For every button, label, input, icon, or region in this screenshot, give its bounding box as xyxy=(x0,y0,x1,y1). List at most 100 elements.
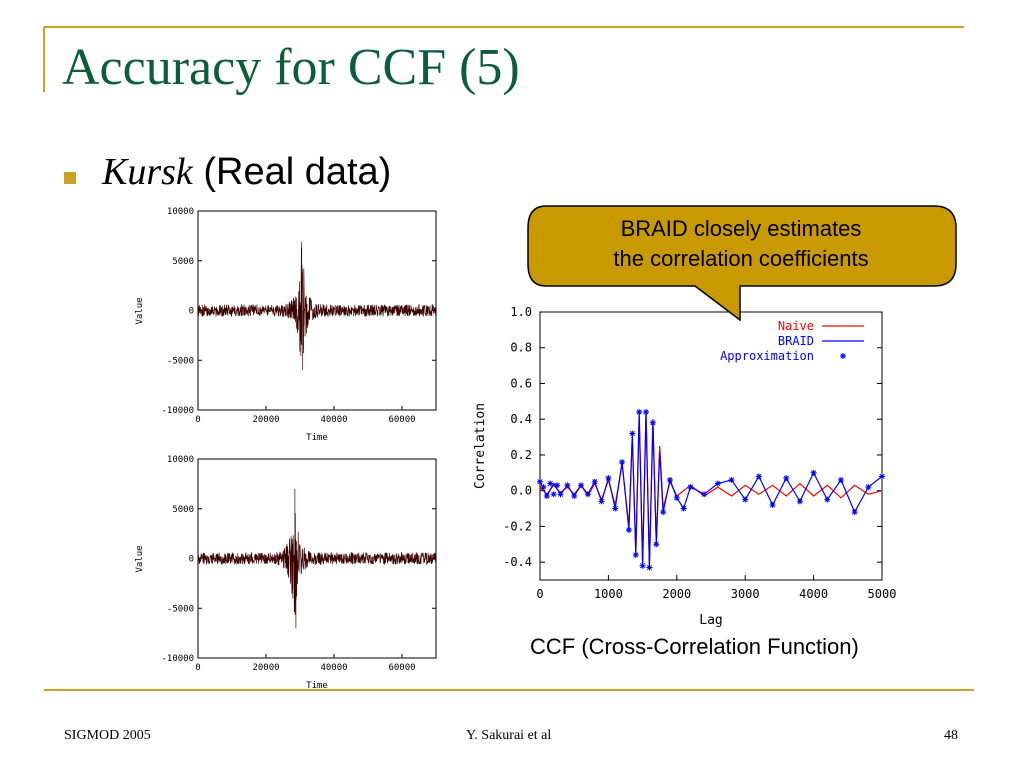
legend-marker xyxy=(840,353,846,359)
x-tick-label: 3000 xyxy=(731,587,760,601)
y-tick-label: 10000 xyxy=(167,455,194,465)
approximation-point xyxy=(666,476,673,483)
approximation-point xyxy=(653,541,660,548)
approximation-point xyxy=(537,478,543,485)
footer-authors: Y. Sakurai et al xyxy=(466,728,552,743)
approximation-point xyxy=(714,480,721,487)
approximation-point xyxy=(742,496,749,503)
approximation-point xyxy=(584,491,591,498)
y-tick-label: 0.8 xyxy=(510,341,532,355)
bullet-italic: Kursk xyxy=(102,151,193,193)
approximation-point xyxy=(557,491,564,498)
y-tick-label: 0 xyxy=(189,307,194,317)
y-tick-label: -10000 xyxy=(161,654,194,664)
y-tick-label: 0.2 xyxy=(510,448,532,462)
signal-series xyxy=(197,488,437,629)
approximation-point xyxy=(646,564,653,571)
approximation-point xyxy=(550,491,557,498)
approximation-point xyxy=(612,505,619,512)
x-tick-label: 2000 xyxy=(662,587,691,601)
y-tick-label: 0.4 xyxy=(510,412,532,426)
series-layer xyxy=(537,409,885,571)
x-ticks: 0 20000 40000 60000 xyxy=(195,406,416,425)
approximation-point xyxy=(728,476,735,483)
x-axis-label: Lag xyxy=(699,613,722,628)
footer-page-number: 48 xyxy=(944,728,958,743)
callout-line-2: the correlation coefficients xyxy=(613,246,869,271)
ccf-caption: CCF (Cross-Correlation Function) xyxy=(530,634,859,659)
approximation-point xyxy=(783,475,790,482)
approximation-point xyxy=(660,509,667,516)
y-tick-label: -10000 xyxy=(161,406,194,416)
y-tick-label: 1.0 xyxy=(510,305,532,319)
chart-ccf: 1.0 0.8 0.6 0.4 0.2 0.0 -0.2 -0.4 0 1000 2000 3000… xyxy=(473,305,896,628)
legend-label: BRAID xyxy=(778,334,814,348)
x-ticks: 0 1000 2000 3000 4000 5000 xyxy=(536,575,896,601)
signal-series xyxy=(197,241,437,371)
y-tick-label: 5000 xyxy=(172,505,194,515)
x-tick-label: 60000 xyxy=(388,415,415,425)
x-tick-label: 4000 xyxy=(799,587,828,601)
x-tick-label: 0 xyxy=(536,587,543,601)
approximation-point xyxy=(629,430,636,437)
approximation-point xyxy=(540,484,547,491)
slide-title: Accuracy for CCF (5) xyxy=(62,39,520,96)
bullet-text: Kursk (Real data) xyxy=(102,150,391,194)
approximation-point xyxy=(649,419,656,426)
approximation-point xyxy=(851,509,858,516)
approximation-point xyxy=(571,493,578,500)
approximation-point xyxy=(632,551,639,558)
x-tick-label: 60000 xyxy=(388,663,415,673)
approximation-point xyxy=(680,505,687,512)
callout-bubble xyxy=(527,205,957,322)
x-tick-label: 5000 xyxy=(868,587,897,601)
y-tick-label: -5000 xyxy=(167,356,194,366)
x-tick-label: 40000 xyxy=(320,415,347,425)
approximation-point xyxy=(879,473,885,480)
footer-venue: SIGMOD 2005 xyxy=(64,728,151,743)
approximation-point xyxy=(769,501,776,508)
bullet-square-icon xyxy=(64,172,76,184)
x-ticks: 0 20000 40000 60000 xyxy=(195,654,416,673)
bullet-rest: (Real data) xyxy=(192,151,392,193)
approximation-point xyxy=(578,482,585,489)
legend-label: Naive xyxy=(778,319,814,333)
approximation-point xyxy=(837,476,844,483)
approximation-point xyxy=(543,493,550,500)
y-tick-label: -0.4 xyxy=(503,555,532,569)
y-axis-label: Value xyxy=(135,297,145,324)
approximation-point xyxy=(701,491,708,498)
y-axis-label: Value xyxy=(135,545,145,572)
plot-frame xyxy=(539,311,883,581)
approximation-point xyxy=(547,480,554,487)
approximation-point xyxy=(755,473,762,480)
y-tick-label: 10000 xyxy=(167,207,194,217)
approximation-point xyxy=(687,484,694,491)
approximation-point xyxy=(625,526,632,533)
approximation-point xyxy=(605,475,612,482)
y-tick-label: -5000 xyxy=(167,604,194,614)
approximation-point xyxy=(554,482,561,489)
x-tick-label: 1000 xyxy=(594,587,623,601)
chart-signal-bottom: 10000 5000 0 -5000 -10000 0 20000 40000 60000 T… xyxy=(135,455,437,691)
approximation-point xyxy=(796,498,803,505)
y-tick-label: -0.2 xyxy=(503,519,532,533)
y-ticks: 1.0 0.8 0.6 0.4 0.2 0.0 -0.2 -0.4 xyxy=(503,305,882,569)
x-axis-label: Time xyxy=(306,681,328,691)
y-tick-label: 0.6 xyxy=(510,376,532,390)
approximation-point xyxy=(639,562,646,569)
x-axis-label: Time xyxy=(306,433,328,443)
x-tick-label: 20000 xyxy=(252,663,279,673)
x-tick-label: 40000 xyxy=(320,663,347,673)
approximation-point xyxy=(865,484,872,491)
legend-label: Approximation xyxy=(720,349,814,363)
y-tick-label: 0 xyxy=(189,555,194,565)
callout-line-1: BRAID closely estimates xyxy=(620,216,862,241)
y-tick-label: 5000 xyxy=(172,257,194,267)
callout-shape xyxy=(527,205,957,322)
approximation-point xyxy=(619,459,626,466)
chart-signal-top: 10000 5000 0 -5000 -10000 0 20000 40000 60000 T… xyxy=(135,207,437,443)
approximation-point xyxy=(598,498,605,505)
